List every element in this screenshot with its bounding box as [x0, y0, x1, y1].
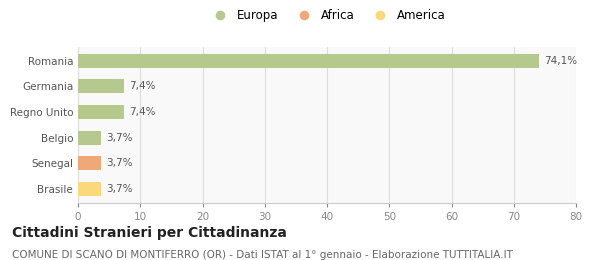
Legend: Europa, Africa, America: Europa, Africa, America [205, 6, 449, 26]
Text: 3,7%: 3,7% [106, 158, 133, 168]
Bar [78, 131, 101, 145]
Text: 7,4%: 7,4% [129, 107, 155, 117]
Text: COMUNE DI SCANO DI MONTIFERRO (OR) - Dati ISTAT al 1° gennaio - Elaborazione TUT: COMUNE DI SCANO DI MONTIFERRO (OR) - Dat… [12, 250, 513, 259]
Bar [78, 182, 101, 196]
Bar [78, 54, 539, 68]
Bar [78, 105, 124, 119]
Text: Cittadini Stranieri per Cittadinanza: Cittadini Stranieri per Cittadinanza [12, 226, 287, 240]
Bar [78, 156, 101, 170]
Text: 3,7%: 3,7% [106, 184, 133, 194]
Text: 74,1%: 74,1% [544, 56, 577, 66]
Bar [78, 80, 124, 94]
Text: 7,4%: 7,4% [129, 81, 155, 92]
Text: 3,7%: 3,7% [106, 133, 133, 142]
